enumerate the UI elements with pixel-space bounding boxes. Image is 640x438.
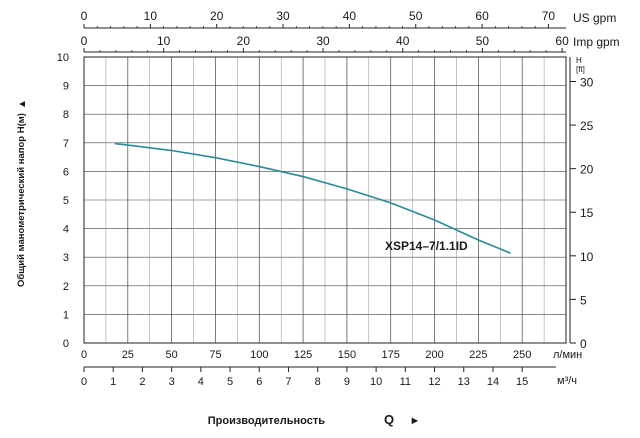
y2-tick-label: 0	[580, 337, 587, 351]
m3h-tick-label: 5	[227, 376, 233, 388]
m3h-tick-label: 7	[285, 376, 291, 388]
m3h-tick-label: 13	[458, 376, 470, 388]
x-unit-lpm: л/мин	[553, 349, 582, 361]
usgpm-tick-label: 20	[210, 9, 224, 23]
m3h-tick-label: 1	[110, 376, 116, 388]
x-axis-label: Производительность	[208, 415, 325, 427]
lpm-tick-label: 50	[166, 349, 178, 361]
lpm-tick-label: 25	[122, 349, 134, 361]
y2-tick-label: 30	[580, 75, 594, 89]
m3h-tick-label: 4	[198, 376, 204, 388]
y-tick-label: 7	[63, 138, 69, 150]
x-unit-usgpm: US gpm	[573, 11, 616, 25]
m3h-tick-label: 11	[400, 376, 411, 388]
y-axis-ticks: 0 1 2 3 4 5 6 7 8 9 10	[57, 52, 69, 350]
impgpm-tick-label: 20	[237, 34, 251, 48]
y-tick-label: 9	[63, 81, 69, 93]
m3h-tick-label: 12	[428, 376, 440, 388]
impgpm-tick-label: 0	[81, 34, 88, 48]
usgpm-tick-label: 70	[542, 9, 556, 23]
series-line	[114, 142, 511, 254]
y-tick-label: 8	[63, 109, 69, 121]
lpm-tick-label: 150	[338, 349, 356, 361]
usgpm-tick-label: 30	[276, 9, 290, 23]
grid-lines	[83, 56, 567, 344]
m3h-tick-label: 3	[169, 376, 175, 388]
y2-tick-label: 10	[580, 250, 594, 264]
curve-label: XSP14–7/1.1ID	[385, 239, 468, 253]
y-axis-arrow: ▲	[17, 99, 28, 109]
y-tick-label: 5	[63, 195, 69, 207]
y-axis-label: Общий манометрический напор H(м)	[16, 113, 27, 287]
y2-tick-label: 5	[580, 293, 587, 307]
usgpm-tick-label: 60	[475, 9, 489, 23]
lpm-tick-label: 250	[513, 349, 531, 361]
impgpm-tick-label: 10	[157, 34, 171, 48]
series-group	[114, 142, 511, 254]
y-tick-label: 3	[63, 252, 69, 264]
x-axis-arrow: ►	[410, 415, 421, 427]
y-tick-label: 4	[63, 224, 69, 236]
lpm-tick-label: 0	[81, 349, 87, 361]
y-tick-label: 10	[57, 52, 69, 64]
m3h-tick-label: 2	[139, 376, 145, 388]
m3h-tick-label: 10	[370, 376, 382, 388]
m3h-tick-label: 6	[256, 376, 262, 388]
impgpm-tick-label: 30	[316, 34, 330, 48]
y2-tick-label: 15	[580, 206, 594, 220]
m3h-tick-label: 9	[344, 376, 350, 388]
y2-axis-unit: [ft]	[576, 65, 585, 74]
impgpm-tick-label: 50	[476, 34, 490, 48]
usgpm-tick-label: 40	[343, 9, 357, 23]
y-tick-label: 0	[63, 338, 69, 350]
top-axes: 0 10 20 30 40 50 60 70 0 10 20 30 40 50 60	[81, 9, 569, 53]
plot-frame	[83, 56, 567, 344]
impgpm-tick-label: 40	[396, 34, 410, 48]
impgpm-tick-label: 60	[555, 34, 569, 48]
x-unit-m3h: м³/ч	[557, 375, 577, 387]
lpm-tick-label: 125	[294, 349, 312, 361]
y-tick-label: 2	[63, 281, 69, 293]
lpm-tick-label: 175	[382, 349, 400, 361]
lpm-tick-label: 225	[469, 349, 487, 361]
lpm-tick-label: 75	[209, 349, 221, 361]
y2-axis-ticks: 0 5 10 15 20 25 30	[569, 57, 594, 351]
y2-tick-label: 25	[580, 119, 594, 133]
usgpm-tick-label: 50	[409, 9, 423, 23]
usgpm-tick-label: 10	[144, 9, 158, 23]
y2-axis-label: H	[576, 56, 582, 65]
lpm-tick-label: 200	[425, 349, 443, 361]
m3h-tick-label: 15	[516, 376, 528, 388]
y-tick-label: 6	[63, 166, 69, 178]
lpm-tick-label: 100	[250, 349, 268, 361]
m3h-tick-label: 8	[315, 376, 321, 388]
m3h-tick-label: 0	[81, 376, 87, 388]
m3h-tick-label: 14	[487, 376, 499, 388]
y2-tick-label: 20	[580, 163, 594, 177]
x-axis-q: Q	[384, 412, 394, 427]
x-unit-impgpm: Imp gpm	[573, 35, 620, 49]
usgpm-tick-label: 0	[81, 9, 88, 23]
y-tick-label: 1	[63, 309, 69, 321]
